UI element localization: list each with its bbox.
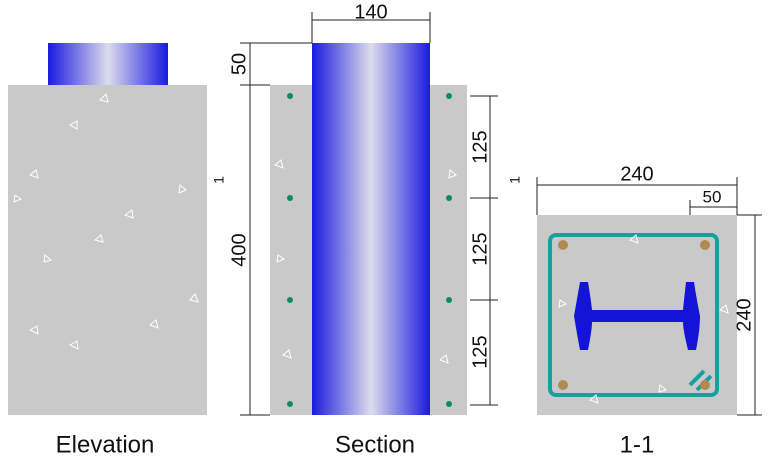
dim-spacing: 125 xyxy=(469,232,491,265)
stirrup xyxy=(548,233,719,397)
aggregate xyxy=(274,159,457,364)
steel-tube xyxy=(48,43,168,85)
dim-spacing: 125 xyxy=(469,130,491,163)
dim-cover: 50 xyxy=(703,187,722,206)
dim-width: 240 xyxy=(620,163,653,185)
rebar-dots xyxy=(287,93,452,407)
dim-height: 240 xyxy=(733,298,755,331)
section-1-1: 240 50 240 1-1 xyxy=(536,163,762,458)
dimension-lines xyxy=(240,12,498,416)
aggregate xyxy=(13,93,199,350)
rebars xyxy=(558,240,710,390)
elevation: Elevation xyxy=(8,43,207,458)
dim-top: 50 xyxy=(228,53,250,75)
cut-mark: 1 xyxy=(507,176,523,184)
section-label: Section xyxy=(335,431,415,458)
dim-spacing: 125 xyxy=(469,335,491,368)
section: 140 50 400 125 125 125 Section xyxy=(228,1,498,458)
i-beam xyxy=(574,282,700,350)
concrete xyxy=(8,85,207,415)
steel-tube xyxy=(312,43,430,415)
section-1-1-label: 1-1 xyxy=(620,431,655,458)
dim-height: 400 xyxy=(228,233,250,266)
dimension-lines xyxy=(536,177,762,416)
elevation-label: Elevation xyxy=(56,431,155,458)
dim-width: 140 xyxy=(354,1,387,23)
aggregate xyxy=(558,234,729,404)
cut-mark: 1 xyxy=(211,176,227,184)
